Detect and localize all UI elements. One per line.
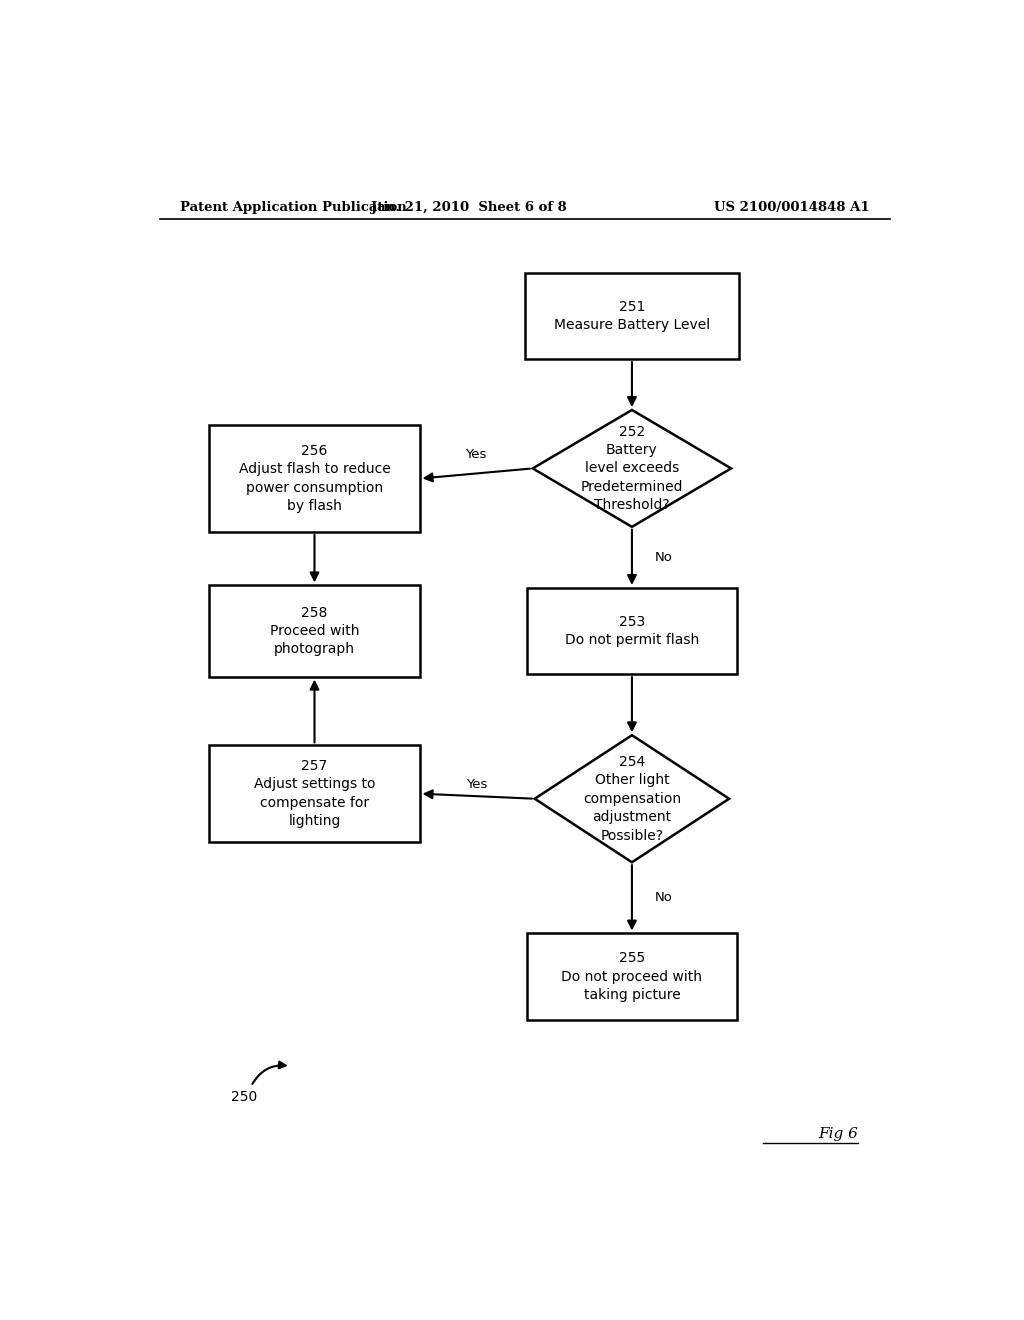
Text: 255
Do not proceed with
taking picture: 255 Do not proceed with taking picture: [561, 952, 702, 1002]
Bar: [209, 746, 420, 842]
Bar: [526, 587, 737, 675]
Polygon shape: [532, 411, 731, 527]
Text: Yes: Yes: [466, 447, 486, 461]
Text: US 2100/0014848 A1: US 2100/0014848 A1: [715, 201, 870, 214]
Text: 252
Battery
level exceeds
Predetermined
Threshold?: 252 Battery level exceeds Predetermined …: [581, 425, 683, 512]
Bar: [526, 933, 737, 1020]
Text: 251
Measure Battery Level: 251 Measure Battery Level: [554, 300, 710, 333]
Text: 257
Adjust settings to
compensate for
lighting: 257 Adjust settings to compensate for li…: [254, 759, 375, 828]
Text: 258
Proceed with
photograph: 258 Proceed with photograph: [269, 606, 359, 656]
Text: 253
Do not permit flash: 253 Do not permit flash: [565, 615, 699, 647]
Text: Jan. 21, 2010  Sheet 6 of 8: Jan. 21, 2010 Sheet 6 of 8: [372, 201, 567, 214]
Bar: [524, 273, 739, 359]
Polygon shape: [535, 735, 729, 862]
Text: No: No: [654, 891, 673, 904]
FancyArrowPatch shape: [252, 1061, 286, 1084]
Bar: [209, 585, 420, 677]
Bar: [209, 425, 420, 532]
Text: Yes: Yes: [467, 777, 487, 791]
Text: No: No: [654, 550, 673, 564]
Text: 256
Adjust flash to reduce
power consumption
by flash: 256 Adjust flash to reduce power consump…: [239, 444, 390, 513]
Text: Patent Application Publication: Patent Application Publication: [179, 201, 407, 214]
Text: 250: 250: [231, 1089, 257, 1104]
Text: Fig 6: Fig 6: [818, 1127, 858, 1142]
Text: 254
Other light
compensation
adjustment
Possible?: 254 Other light compensation adjustment …: [583, 755, 681, 842]
